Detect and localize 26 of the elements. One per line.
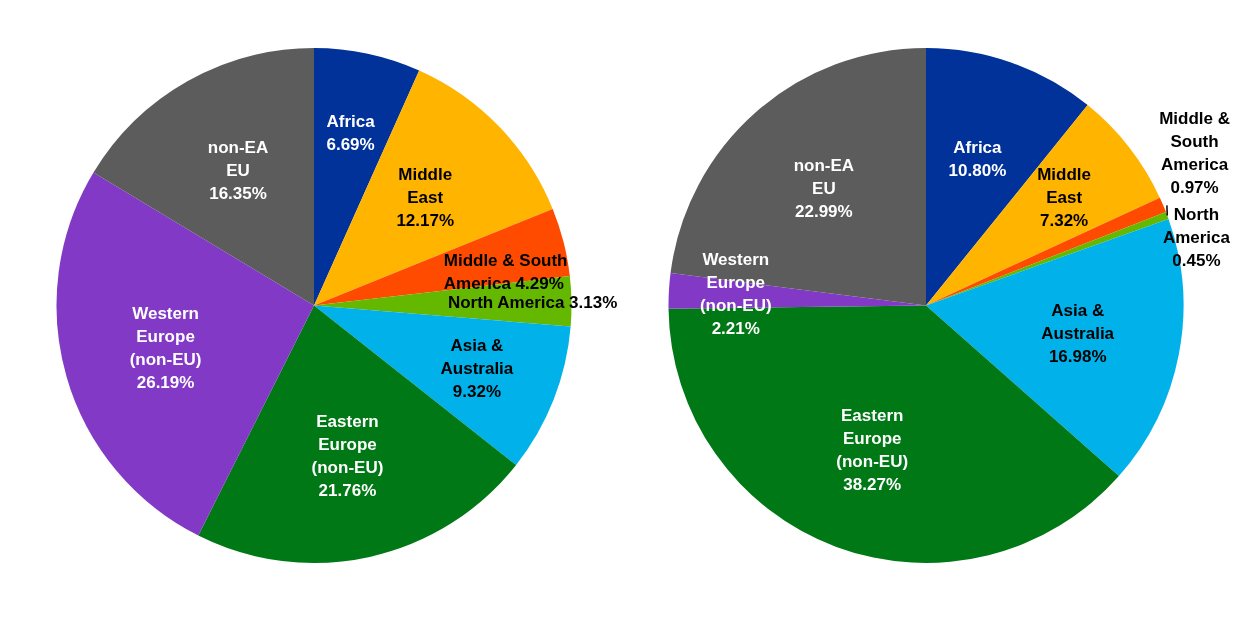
data-label: 0.97% xyxy=(1170,177,1219,197)
slice-label: Asia & Australia xyxy=(1041,301,1115,344)
data-label: 38.27% xyxy=(843,474,902,494)
data-label: 7.32% xyxy=(1039,210,1089,230)
data-label: 12.17% xyxy=(396,210,455,230)
data-label: 16.35% xyxy=(209,183,267,203)
slice-label: Eastern Europe (non-EU) xyxy=(311,411,384,477)
data-label: 10.80% xyxy=(948,161,1007,180)
data-label: 16.98% xyxy=(1048,347,1107,367)
slice-label: Asia & Australia xyxy=(440,336,514,379)
data-label: 26.19% xyxy=(136,372,195,392)
slice-label: Middle East xyxy=(1037,164,1092,207)
data-label: 9.32% xyxy=(452,382,502,402)
data-label: 6.69% xyxy=(326,135,375,155)
slice-label: non-EA EU xyxy=(207,137,269,180)
slice-label: Middle & South America xyxy=(1159,108,1231,174)
data-label: 22.99% xyxy=(795,202,853,222)
slice-label: Africa xyxy=(326,112,376,132)
slice-label: Middle & South America 4.29% xyxy=(443,250,568,293)
data-label: 2.21% xyxy=(711,318,760,338)
slice-label: Eastern Europe (non-EU) xyxy=(836,405,909,471)
slice-label: Middle East xyxy=(398,164,453,207)
slice-label: non-EA EU xyxy=(793,156,855,199)
slice-label: Western Europe (non-EU) xyxy=(129,303,202,369)
data-label: 21.76% xyxy=(318,480,377,500)
slice-label: Africa xyxy=(953,138,1003,157)
